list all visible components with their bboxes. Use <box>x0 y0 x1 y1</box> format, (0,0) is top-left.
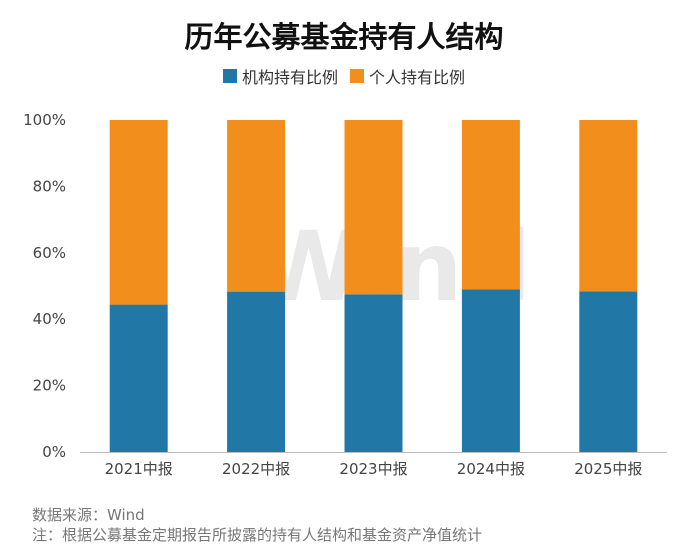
bar-institutional <box>344 294 403 452</box>
x-tick-label: 2022中报 <box>222 460 290 478</box>
bar-institutional <box>461 289 520 452</box>
x-tick-label: 2021中报 <box>105 460 173 478</box>
chart-title: 历年公募基金持有人结构 <box>184 20 504 54</box>
legend-item-individual: 个人持有比例 <box>350 64 465 88</box>
bar-individual <box>344 120 403 295</box>
legend-item-institutional: 机构持有比例 <box>222 64 338 88</box>
x-tick-label: 2025中报 <box>574 460 642 478</box>
bar-individual <box>109 120 168 305</box>
y-tick-label: 60% <box>33 244 66 262</box>
bar-individual <box>227 120 286 292</box>
legend-swatch-institutional <box>222 69 237 83</box>
bar-institutional <box>227 291 286 452</box>
legend-swatch-individual <box>350 69 364 83</box>
y-tick-label: 0% <box>42 443 66 461</box>
bar-individual <box>461 120 520 290</box>
y-tick-label: 80% <box>33 177 66 195</box>
x-tick-label: 2023中报 <box>339 460 407 478</box>
legend-label-institutional: 机构持有比例 <box>241 68 338 87</box>
y-tick-label: 40% <box>33 310 66 328</box>
source-note: 数据来源：Wind <box>32 506 145 524</box>
bar-individual <box>579 120 638 292</box>
chart-legend: 机构持有比例 个人持有比例 <box>0 64 688 88</box>
y-tick-label: 100% <box>23 111 66 129</box>
bar-institutional <box>579 291 638 452</box>
y-tick-label: 20% <box>33 377 66 395</box>
x-tick-label: 2024中报 <box>457 460 525 478</box>
footnote: 注：根据公募基金定期报告所披露的持有人结构和基金资产净值统计 <box>32 526 483 544</box>
bar-institutional <box>109 304 168 452</box>
legend-label-individual: 个人持有比例 <box>369 68 466 87</box>
